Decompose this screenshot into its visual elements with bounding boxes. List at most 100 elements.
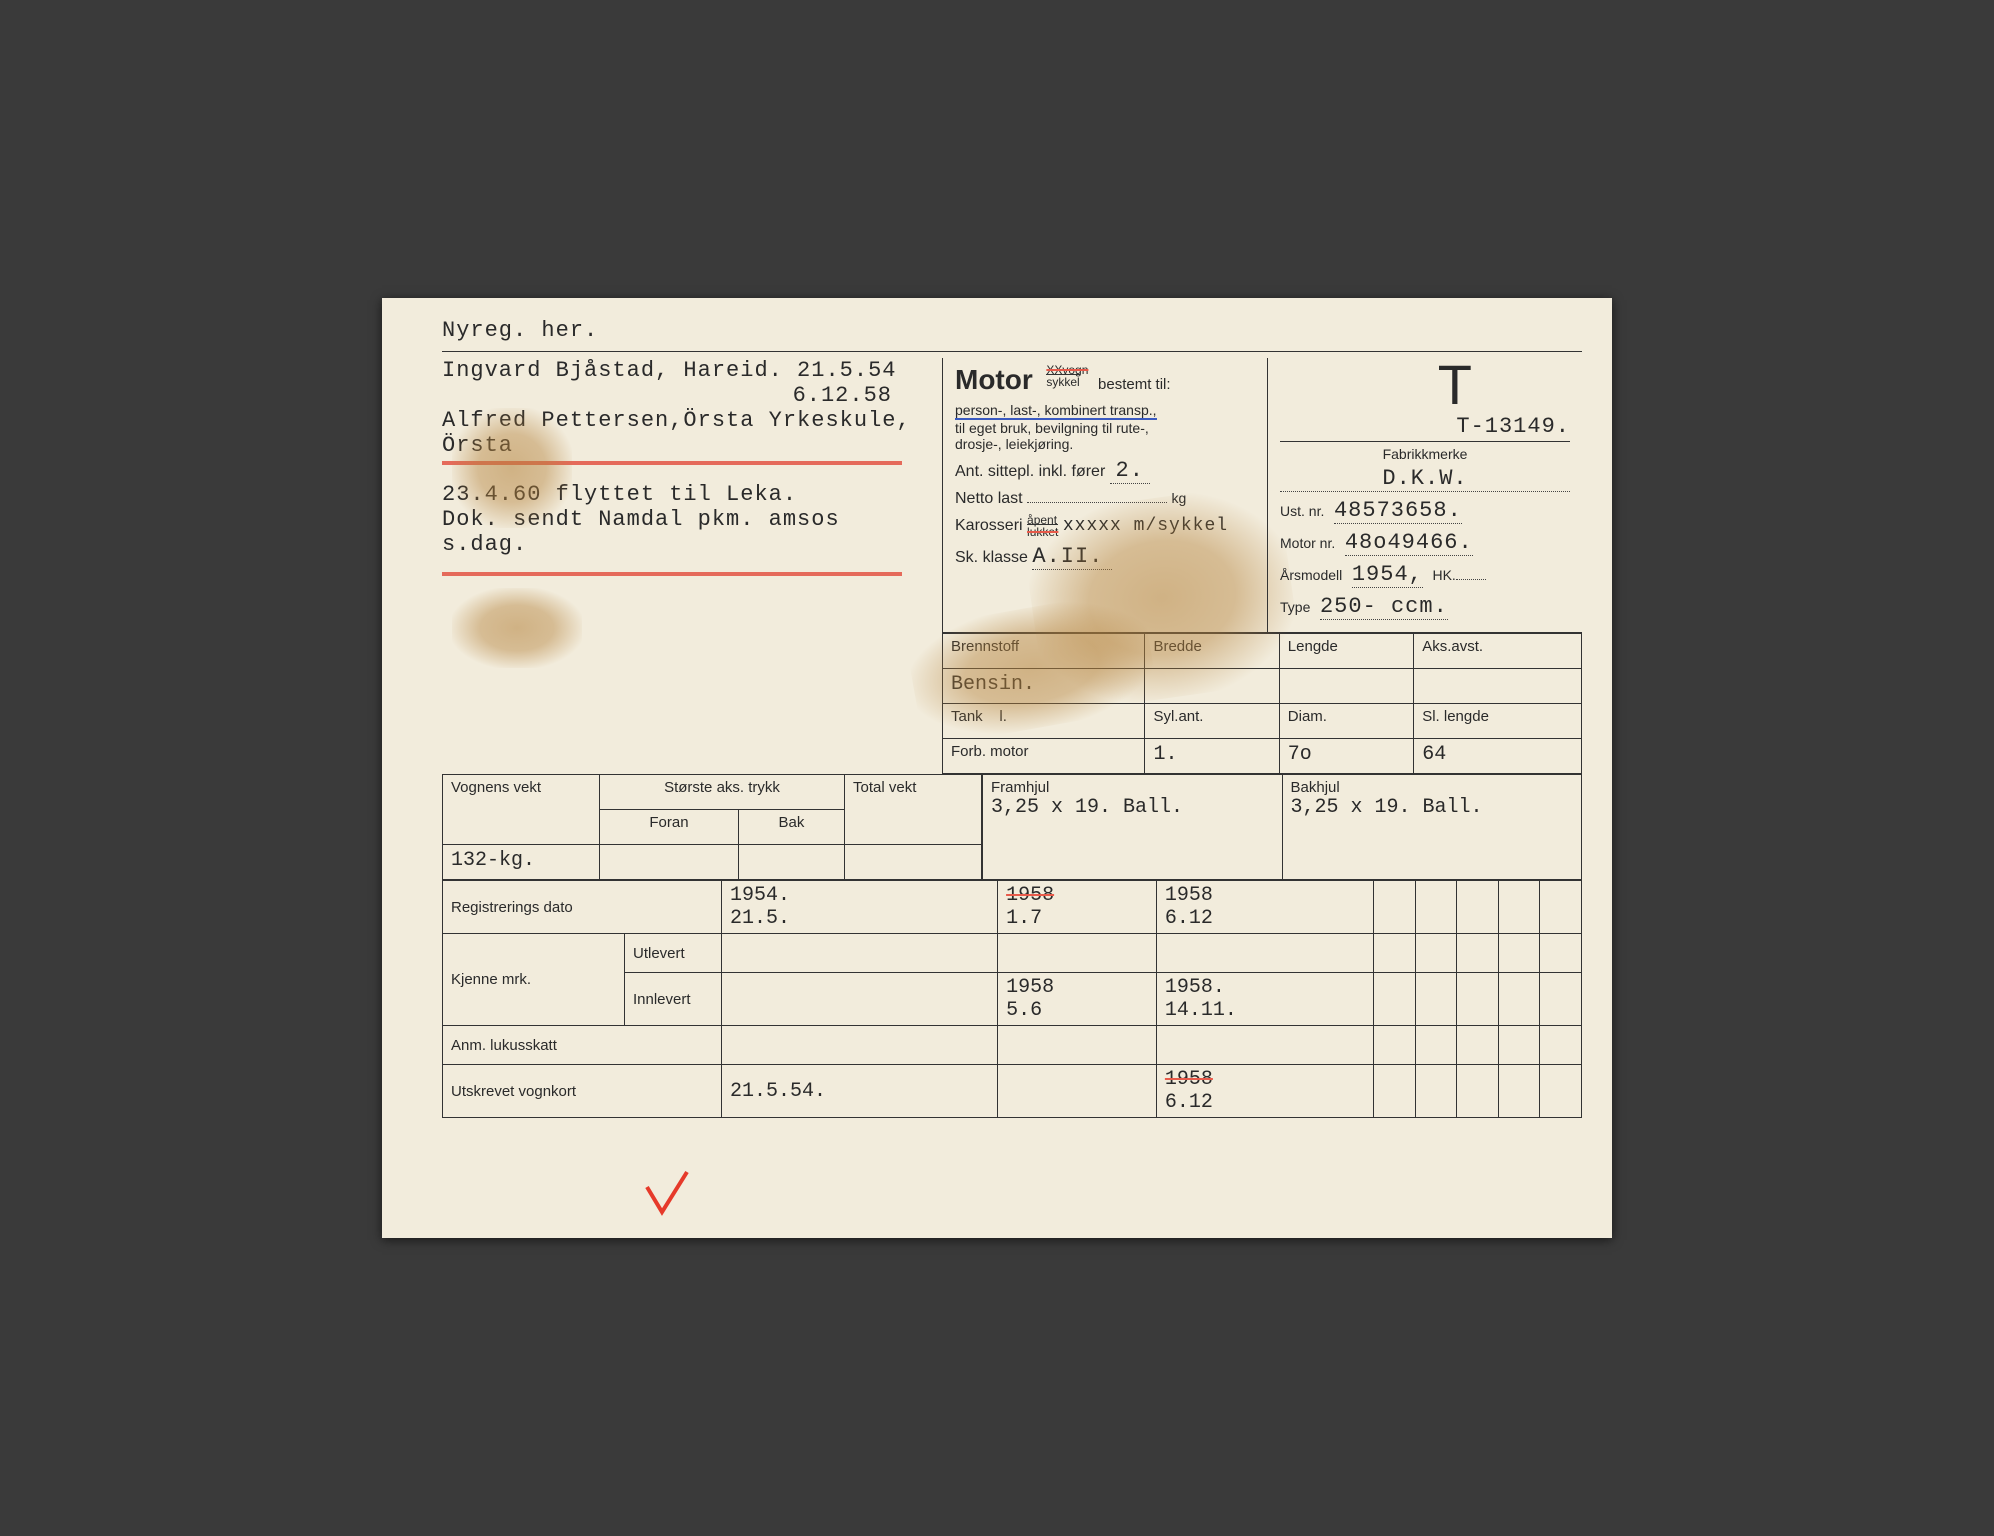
owner-notes: Ingvard Bjåstad, Hareid. 21.5.54 6.12.58…	[442, 358, 942, 774]
empty	[1374, 881, 1416, 934]
v-sl: 64	[1414, 739, 1582, 774]
h-aksavst: Aks.avst.	[1414, 634, 1582, 669]
header-note: Nyreg. her.	[442, 318, 1582, 343]
karosseri-row: Karosseri åpent lukket xxxxx m/sykkel	[955, 514, 1255, 538]
motornr-row: Motor nr. 48o49466.	[1280, 530, 1570, 556]
h-bak: Bak	[738, 810, 844, 845]
regdato-1: 1954.21.5.	[722, 881, 998, 934]
v-bredde	[1145, 669, 1279, 704]
h-forb: Forb. motor	[943, 739, 1145, 774]
empty	[998, 1026, 1157, 1065]
empty	[722, 1026, 998, 1065]
regdato-2: 19581.7	[998, 881, 1157, 934]
top-section: Ingvard Bjåstad, Hareid. 21.5.54 6.12.58…	[442, 358, 1582, 774]
h-syl: Syl.ant.	[1145, 704, 1279, 739]
weight-table: Vognens vekt Største aks. trykk Total ve…	[442, 774, 982, 880]
sk-row: Sk. klasse A.II.	[955, 544, 1255, 570]
empty	[1540, 1065, 1582, 1118]
desc1: person-, last-, kombinert transp.,	[955, 402, 1255, 420]
motor-right: T T-13149. Fabrikkmerke D.K.W. Ust. nr. …	[1267, 358, 1582, 632]
v-lengde	[1279, 669, 1413, 704]
desc3: drosje-, leiekjøring.	[955, 436, 1255, 452]
empty	[1540, 1026, 1582, 1065]
v-brennstoff: Bensin.	[943, 669, 1145, 704]
v-aksavst	[1414, 669, 1582, 704]
move-line-1: 23.4.60 flyttet til Leka.	[442, 482, 932, 507]
empty	[1498, 1065, 1540, 1118]
seats-row: Ant. sittepl. inkl. fører 2.	[955, 458, 1255, 484]
v-diam: 7o	[1279, 739, 1413, 774]
l-utlevert: Utlevert	[625, 934, 722, 973]
v-foran	[600, 845, 739, 880]
empty	[998, 1065, 1157, 1118]
empty	[1415, 973, 1457, 1026]
weight-wheels-row: Vognens vekt Største aks. trykk Total ve…	[442, 774, 1582, 880]
motor-box: Motor XXvogn sykkel bestemt til: person-…	[942, 358, 1582, 633]
h-brennstoff: Brennstoff	[943, 634, 1145, 669]
h-bredde: Bredde	[1145, 634, 1279, 669]
empty	[1415, 1026, 1457, 1065]
h-foran: Foran	[600, 810, 739, 845]
move-line-2: Dok. sendt Namdal pkm. amsos s.dag.	[442, 507, 932, 557]
motor-title-row: Motor XXvogn sykkel bestemt til:	[955, 364, 1255, 396]
empty	[1498, 1026, 1540, 1065]
empty	[1374, 1026, 1416, 1065]
big-T: T	[1438, 352, 1472, 417]
desc2: til eget bruk, bevilgning til rute-,	[955, 420, 1255, 436]
type-row: Type 250- ccm.	[1280, 594, 1570, 620]
l-regdato: Registrerings dato	[443, 881, 722, 934]
motor-left: Motor XXvogn sykkel bestemt til: person-…	[943, 358, 1267, 632]
framhjul-cell: Framhjul 3,25 x 19. Ball.	[983, 775, 1283, 880]
motor-title: Motor	[955, 364, 1033, 395]
motor-fraction: XXvogn sykkel	[1046, 364, 1088, 388]
l-anm: Anm. lukusskatt	[443, 1026, 722, 1065]
h-lengde: Lengde	[1279, 634, 1413, 669]
empty	[1457, 973, 1499, 1026]
ust-row: Ust. nr. 48573658.	[1280, 498, 1570, 524]
h-total: Total vekt	[845, 775, 982, 845]
l-innlevert: Innlevert	[625, 973, 722, 1026]
regdato-3: 19586.12	[1156, 881, 1373, 934]
empty	[1374, 973, 1416, 1026]
empty	[1415, 1065, 1457, 1118]
empty	[998, 934, 1157, 973]
registration-card: Nyreg. her. Ingvard Bjåstad, Hareid. 21.…	[382, 298, 1612, 1238]
rule	[442, 351, 1582, 352]
empty	[1457, 934, 1499, 973]
empty	[1374, 934, 1416, 973]
empty	[1498, 881, 1540, 934]
h-vognvekt: Vognens vekt	[443, 775, 600, 845]
spec-panel: Motor XXvogn sykkel bestemt til: person-…	[942, 358, 1582, 774]
red-checkmark-icon	[642, 1167, 692, 1232]
l-utskrevet: Utskrevet vognkort	[443, 1065, 722, 1118]
empty	[1415, 881, 1457, 934]
empty	[1457, 881, 1499, 934]
h-sl: Sl. lengde	[1414, 704, 1582, 739]
bakhjul-cell: Bakhjul 3,25 x 19. Ball.	[1282, 775, 1582, 880]
red-rule	[442, 461, 902, 465]
owner-line-2: Alfred Pettersen,Örsta Yrkeskule, Örsta	[442, 408, 932, 458]
bestemt-label: bestemt til:	[1098, 376, 1171, 393]
reg-number: T-13149.	[1280, 414, 1570, 442]
innl-2: 1958.14.11.	[1156, 973, 1373, 1026]
owner-date-2: 6.12.58	[442, 383, 932, 408]
red-rule	[442, 572, 902, 576]
v-syl: 1.	[1145, 739, 1279, 774]
netto-row: Netto last kg	[955, 490, 1255, 508]
aar-row: Årsmodell 1954, HK.	[1280, 562, 1570, 588]
empty	[1156, 934, 1373, 973]
empty	[1498, 973, 1540, 1026]
owner-line-1: Ingvard Bjåstad, Hareid. 21.5.54	[442, 358, 932, 383]
empty	[1540, 881, 1582, 934]
v-bak	[738, 845, 844, 880]
spec-grid: Brennstoff Bredde Lengde Aks.avst. Bensi…	[942, 633, 1582, 774]
fabrikk-value: D.K.W.	[1280, 466, 1570, 492]
empty	[722, 934, 998, 973]
registration-history: Registrerings dato 1954.21.5. 19581.7 19…	[442, 880, 1582, 1118]
empty	[1457, 1026, 1499, 1065]
empty	[1540, 973, 1582, 1026]
empty	[1374, 1065, 1416, 1118]
h-diam: Diam.	[1279, 704, 1413, 739]
empty	[722, 973, 998, 1026]
v-total	[845, 845, 982, 880]
